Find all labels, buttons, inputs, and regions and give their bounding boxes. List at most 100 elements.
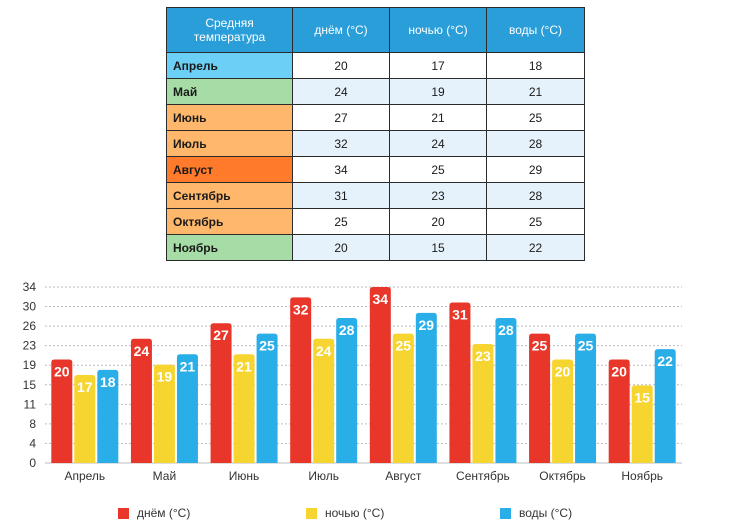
x-tick-label: Сентябрь xyxy=(456,469,510,483)
y-tick-label: 30 xyxy=(23,300,37,314)
night-temp-cell: 20 xyxy=(389,208,487,235)
bar-value-label: 31 xyxy=(452,307,468,323)
bar-value-label: 27 xyxy=(213,327,229,343)
bar-value-label: 25 xyxy=(578,338,594,354)
bar-value-label: 25 xyxy=(396,338,412,354)
chart-legend: днём (°C) ночью (°C) воды (°C) xyxy=(0,506,750,526)
bar-value-label: 21 xyxy=(180,358,196,374)
night-temp-cell: 17 xyxy=(389,52,487,79)
bar-day xyxy=(51,359,73,463)
table-row: Апрель 20 17 18 xyxy=(166,52,585,79)
bar-value-label: 24 xyxy=(316,343,332,359)
legend-label: днём (°C) xyxy=(137,506,191,520)
bar-value-label: 18 xyxy=(100,374,116,390)
water-temp-cell: 25 xyxy=(486,104,585,131)
table-row: Сентябрь 31 23 28 xyxy=(166,182,585,209)
header-day: днём (°C) xyxy=(292,7,390,53)
bar-water xyxy=(176,354,198,463)
night-temp-cell: 24 xyxy=(389,130,487,157)
day-temp-cell: 32 xyxy=(292,130,390,157)
bar-water xyxy=(575,333,597,463)
bar-water xyxy=(97,369,119,463)
legend-swatch xyxy=(306,507,317,519)
night-temp-cell: 25 xyxy=(389,156,487,183)
header-night: ночью (°C) xyxy=(389,7,487,53)
bar-value-label: 19 xyxy=(157,369,173,385)
day-temp-cell: 20 xyxy=(292,52,390,79)
bar-value-label: 23 xyxy=(475,348,491,364)
table-header-row: Средняя температура днём (°C) ночью (°C)… xyxy=(166,7,585,53)
bar-value-label: 28 xyxy=(339,322,355,338)
table-row: Ноябрь 20 15 22 xyxy=(166,234,585,261)
bar-value-label: 29 xyxy=(419,317,435,333)
y-tick-label: 19 xyxy=(23,358,37,372)
day-temp-cell: 25 xyxy=(292,208,390,235)
bar-day xyxy=(608,359,630,463)
month-cell: Ноябрь xyxy=(166,234,293,261)
water-temp-cell: 18 xyxy=(486,52,585,79)
legend-label: ночью (°C) xyxy=(325,506,385,520)
y-tick-label: 4 xyxy=(29,436,36,450)
bar-night xyxy=(552,359,574,463)
bar-value-label: 28 xyxy=(498,322,514,338)
month-cell: Август xyxy=(166,156,293,183)
table-row: Июнь 27 21 25 xyxy=(166,104,585,131)
table-row: Октябрь 25 20 25 xyxy=(166,208,585,235)
bar-value-label: 22 xyxy=(657,353,673,369)
y-tick-label: 34 xyxy=(23,280,37,294)
bar-night xyxy=(153,364,175,463)
header-water: воды (°C) xyxy=(486,7,585,53)
month-cell: Октябрь xyxy=(166,208,293,235)
day-temp-cell: 34 xyxy=(292,156,390,183)
water-temp-cell: 28 xyxy=(486,182,585,209)
y-tick-label: 0 xyxy=(29,456,36,470)
bar-value-label: 34 xyxy=(373,291,389,307)
day-temp-cell: 27 xyxy=(292,104,390,131)
bar-night xyxy=(233,354,255,463)
x-tick-label: Июль xyxy=(308,469,339,483)
bar-day xyxy=(449,302,471,463)
bar-water xyxy=(415,312,437,463)
bar-value-label: 20 xyxy=(54,363,70,379)
y-tick-label: 8 xyxy=(29,417,36,431)
bar-night xyxy=(392,333,414,463)
x-tick-label: Май xyxy=(153,469,177,483)
bar-day xyxy=(529,333,551,463)
bar-day xyxy=(290,297,312,463)
bar-value-label: 24 xyxy=(134,343,150,359)
table-row: Август 34 25 29 xyxy=(166,156,585,183)
month-cell: Май xyxy=(166,78,293,105)
y-tick-label: 23 xyxy=(23,339,37,353)
bar-day xyxy=(210,323,232,463)
water-temp-cell: 21 xyxy=(486,78,585,105)
bar-value-label: 32 xyxy=(293,301,309,317)
y-tick-label: 15 xyxy=(23,378,37,392)
bar-value-label: 17 xyxy=(77,379,93,395)
bar-value-label: 25 xyxy=(259,338,275,354)
bar-day xyxy=(369,287,391,463)
night-temp-cell: 21 xyxy=(389,104,487,131)
bar-night xyxy=(631,385,653,463)
bar-value-label: 15 xyxy=(634,389,650,405)
temperature-table: Средняя температура днём (°C) ночью (°C)… xyxy=(166,7,585,261)
bar-water xyxy=(495,318,517,463)
day-temp-cell: 20 xyxy=(292,234,390,261)
legend-item-water: воды (°C) xyxy=(500,506,572,520)
x-tick-label: Ноябрь xyxy=(621,469,663,483)
month-cell: Июнь xyxy=(166,104,293,131)
day-temp-cell: 24 xyxy=(292,78,390,105)
legend-swatch xyxy=(118,507,129,519)
month-cell: Сентябрь xyxy=(166,182,293,209)
temperature-bar-chart: 0 4 8 11 15 19 23 26 30 34 20 17 18 Апрель 24 19 21 Май 27… xyxy=(23,280,682,483)
y-tick-label: 11 xyxy=(24,397,37,411)
bar-value-label: 20 xyxy=(611,363,627,379)
y-tick-label: 26 xyxy=(23,319,37,333)
bar-value-label: 20 xyxy=(555,363,571,379)
night-temp-cell: 15 xyxy=(389,234,487,261)
bar-water xyxy=(654,349,676,463)
water-temp-cell: 22 xyxy=(486,234,585,261)
bar-night xyxy=(74,375,96,463)
table-row: Май 24 19 21 xyxy=(166,78,585,105)
bar-value-label: 25 xyxy=(532,338,548,354)
table-row: Июль 32 24 28 xyxy=(166,130,585,157)
